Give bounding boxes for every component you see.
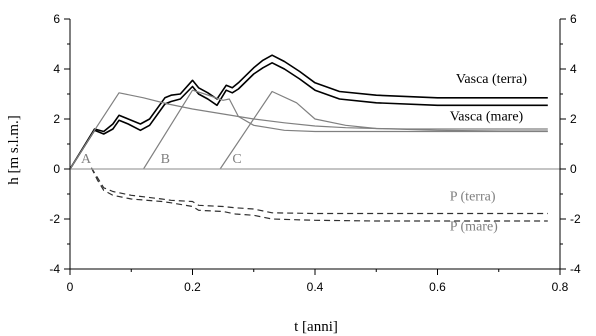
- series-layer: [69, 54, 548, 222]
- series-annotation-5: P (terra): [450, 189, 496, 204]
- series-annotation-6: P (mare): [450, 219, 498, 234]
- series-line-6: [90, 167, 548, 222]
- y-tick-label-right: 6: [570, 12, 577, 26]
- x-tick-label: 0.8: [552, 280, 569, 294]
- y-tick-label-left: 2: [53, 112, 60, 126]
- x-tick-label: 0.4: [307, 280, 324, 294]
- label-layer: Vasca (terra) Vasca (mare) A B C P (terra) P (…: [81, 72, 527, 235]
- y-tick-label-right: 4: [570, 62, 577, 76]
- series-line-4: [219, 90, 548, 170]
- y-tick-label-left: -4: [49, 262, 60, 276]
- series-annotation-0: Vasca (terra): [456, 72, 527, 87]
- y-tick-label-right: -2: [570, 212, 581, 226]
- y-axis-title: h [m s.l.m.]: [6, 115, 22, 185]
- x-tick-label: 0.2: [184, 280, 201, 294]
- x-tick-label: 0: [67, 280, 74, 294]
- series-line-1: [69, 61, 548, 170]
- series-annotation-3: B: [161, 152, 170, 167]
- series-line-0: [69, 54, 548, 170]
- y-tick-label-left: 4: [53, 62, 60, 76]
- x-axis-title: t [anni]: [294, 319, 338, 335]
- x-tick-label: 0.6: [429, 280, 446, 294]
- y-tick-label-left: 0: [53, 162, 60, 176]
- axes-layer: 0 0.2 0.4 0.6 0.8 6 4 2 0 -2 -4 6 4 2 0 -2 -4: [49, 12, 581, 294]
- y-tick-label-right: 0: [570, 162, 577, 176]
- series-line-5: [90, 167, 548, 215]
- series-annotation-2: A: [81, 152, 92, 167]
- series-annotation-1: Vasca (mare): [450, 109, 524, 124]
- series-line-3: [142, 89, 548, 170]
- series-line-2: [69, 92, 548, 170]
- y-tick-label-right: 2: [570, 112, 577, 126]
- series-annotation-4: C: [232, 152, 241, 167]
- y-tick-label-left: -2: [49, 212, 60, 226]
- y-tick-label-right: -4: [570, 262, 581, 276]
- y-tick-label-left: 6: [53, 12, 60, 26]
